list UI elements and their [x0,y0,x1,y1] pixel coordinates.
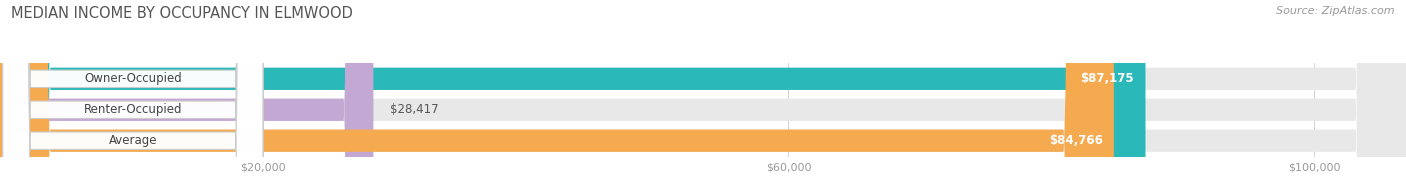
Text: MEDIAN INCOME BY OCCUPANCY IN ELMWOOD: MEDIAN INCOME BY OCCUPANCY IN ELMWOOD [11,6,353,21]
Text: Renter-Occupied: Renter-Occupied [83,103,183,116]
FancyBboxPatch shape [0,0,1146,196]
FancyBboxPatch shape [3,0,263,196]
FancyBboxPatch shape [3,0,263,196]
Text: $84,766: $84,766 [1049,134,1102,147]
Text: Source: ZipAtlas.com: Source: ZipAtlas.com [1277,6,1395,16]
FancyBboxPatch shape [3,0,263,196]
Text: Average: Average [108,134,157,147]
Text: Owner-Occupied: Owner-Occupied [84,72,181,85]
Text: $87,175: $87,175 [1081,72,1135,85]
FancyBboxPatch shape [0,0,1114,196]
FancyBboxPatch shape [0,0,374,196]
Text: $28,417: $28,417 [391,103,439,116]
